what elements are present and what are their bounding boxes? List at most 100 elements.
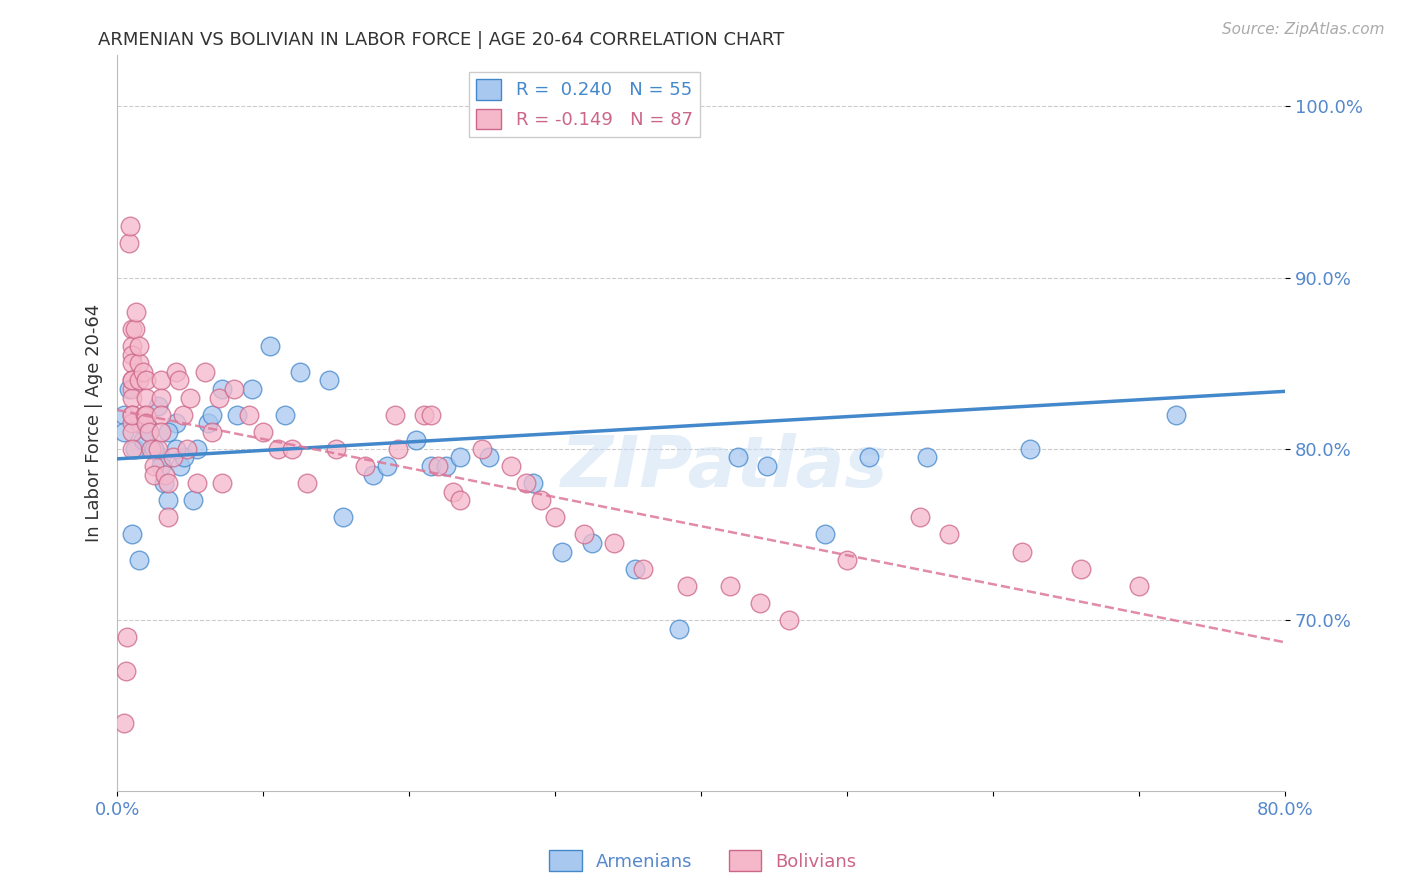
Point — [420, 408, 443, 422]
Point — [449, 450, 471, 465]
Point — [114, 408, 136, 422]
Point — [529, 493, 551, 508]
Point — [201, 408, 224, 422]
Point — [917, 450, 939, 465]
Point — [135, 408, 157, 422]
Point — [165, 416, 187, 430]
Point — [150, 391, 173, 405]
Point — [1018, 442, 1040, 456]
Point — [1128, 579, 1150, 593]
Point — [135, 416, 157, 430]
Point — [121, 322, 143, 336]
Point — [138, 425, 160, 439]
Point — [624, 562, 647, 576]
Point — [668, 622, 690, 636]
Point — [441, 484, 464, 499]
Point — [121, 408, 143, 422]
Point — [155, 467, 177, 482]
Point — [186, 476, 208, 491]
Point — [146, 442, 169, 456]
Point — [197, 416, 219, 430]
Point — [121, 391, 143, 405]
Point — [121, 416, 143, 430]
Point — [176, 442, 198, 456]
Point — [128, 356, 150, 370]
Point — [225, 408, 247, 422]
Point — [134, 408, 156, 422]
Point — [858, 450, 880, 465]
Point — [125, 305, 148, 319]
Point — [135, 373, 157, 387]
Point — [515, 476, 537, 491]
Point — [114, 715, 136, 730]
Point — [150, 373, 173, 387]
Point — [121, 348, 143, 362]
Point — [1011, 544, 1033, 558]
Point — [172, 408, 194, 422]
Point — [211, 382, 233, 396]
Point — [124, 442, 146, 456]
Point — [281, 442, 304, 456]
Point — [121, 356, 143, 370]
Point — [138, 425, 160, 439]
Point — [150, 450, 173, 465]
Point — [146, 399, 169, 413]
Point — [121, 339, 143, 353]
Point — [115, 665, 138, 679]
Point — [121, 382, 143, 396]
Point — [157, 493, 180, 508]
Point — [179, 391, 201, 405]
Point — [238, 408, 260, 422]
Point — [150, 408, 173, 422]
Point — [142, 467, 165, 482]
Point — [318, 373, 340, 387]
Point — [631, 562, 654, 576]
Point — [121, 373, 143, 387]
Point — [837, 553, 859, 567]
Point — [132, 365, 155, 379]
Text: ARMENIAN VS BOLIVIAN IN LABOR FORCE | AGE 20-64 CORRELATION CHART: ARMENIAN VS BOLIVIAN IN LABOR FORCE | AG… — [98, 31, 785, 49]
Point — [165, 365, 187, 379]
Point — [501, 458, 523, 473]
Point — [259, 339, 281, 353]
Point — [135, 391, 157, 405]
Point — [675, 579, 697, 593]
Point — [748, 596, 770, 610]
Point — [654, 99, 676, 113]
Point — [181, 493, 204, 508]
Point — [121, 527, 143, 541]
Point — [1070, 562, 1092, 576]
Point — [121, 425, 143, 439]
Point — [118, 382, 141, 396]
Point — [128, 416, 150, 430]
Point — [522, 476, 544, 491]
Point — [288, 365, 311, 379]
Point — [354, 458, 377, 473]
Point — [128, 553, 150, 567]
Point — [201, 425, 224, 439]
Point — [135, 416, 157, 430]
Point — [574, 527, 596, 541]
Point — [267, 442, 290, 456]
Point — [387, 442, 409, 456]
Point — [124, 322, 146, 336]
Point — [173, 450, 195, 465]
Point — [252, 425, 274, 439]
Point — [222, 382, 245, 396]
Point — [128, 373, 150, 387]
Point — [938, 527, 960, 541]
Point — [420, 458, 443, 473]
Point — [114, 425, 136, 439]
Point — [478, 450, 501, 465]
Point — [908, 510, 931, 524]
Point — [449, 493, 471, 508]
Point — [153, 476, 176, 491]
Point — [384, 408, 406, 422]
Point — [165, 442, 187, 456]
Point — [157, 425, 180, 439]
Point — [194, 365, 217, 379]
Point — [375, 458, 398, 473]
Point — [142, 442, 165, 456]
Point — [325, 442, 347, 456]
Point — [186, 442, 208, 456]
